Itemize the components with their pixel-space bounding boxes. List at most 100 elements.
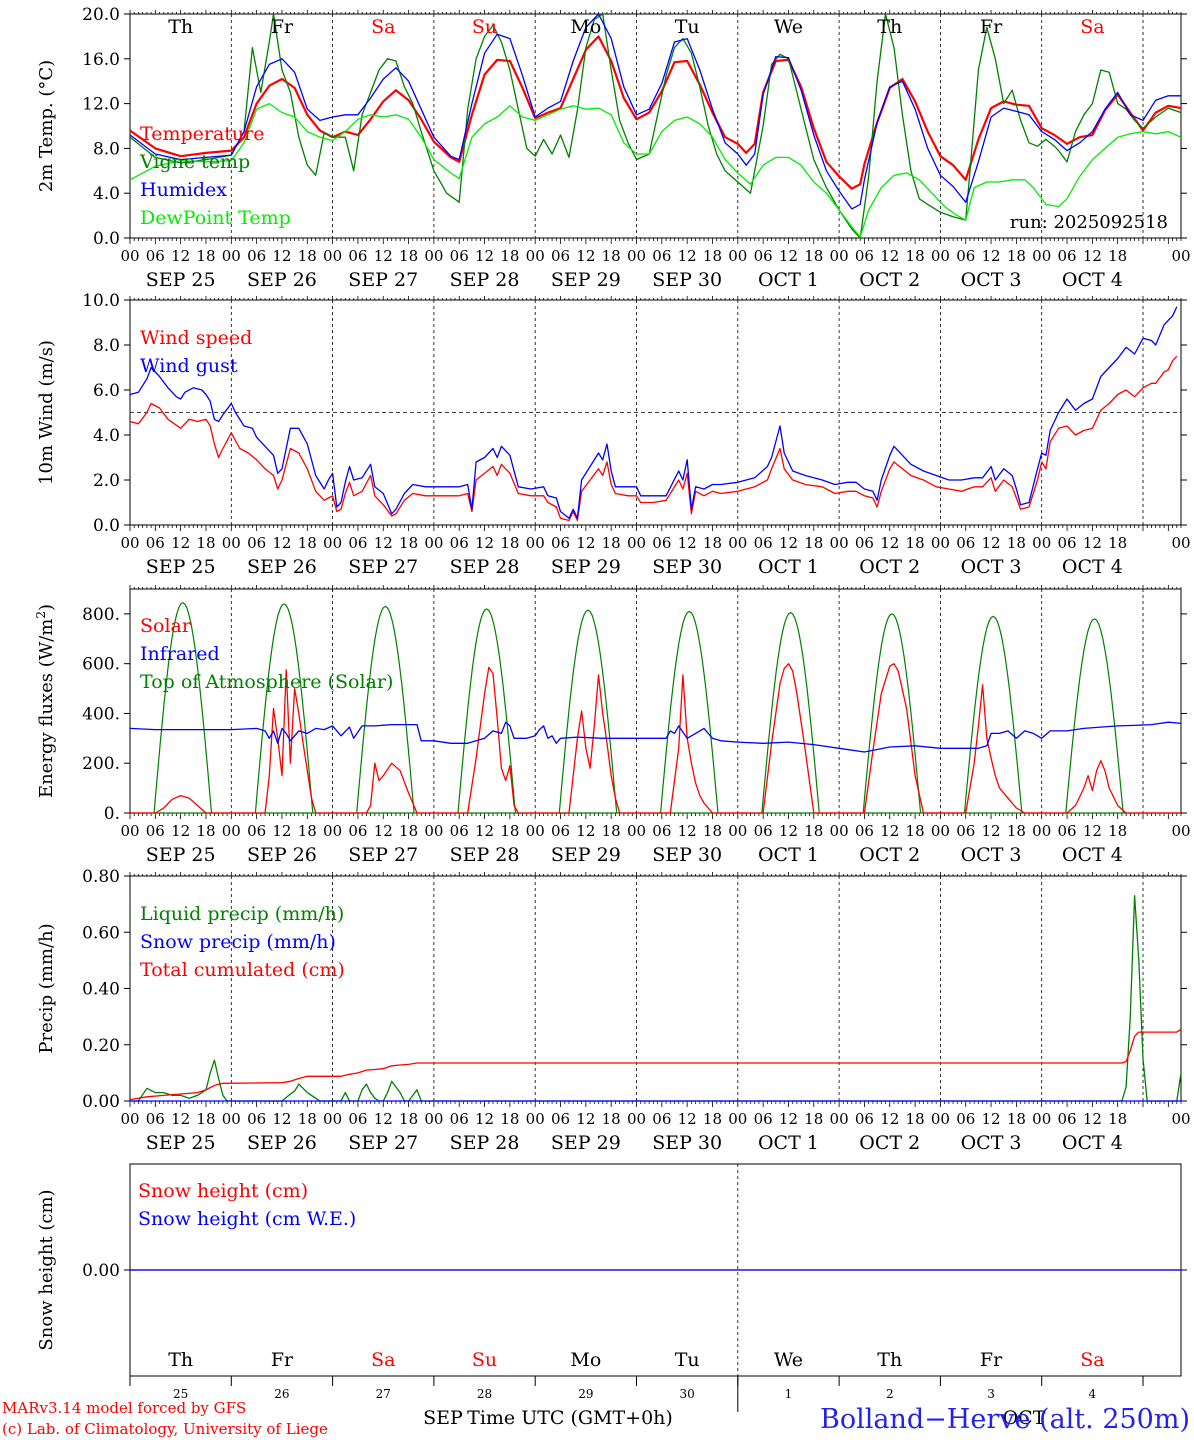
precip-y-axis-label: Precip (mm/h): [36, 923, 57, 1053]
precip-x-hour-label: 06: [551, 1110, 570, 1128]
temp-day-label: Su: [472, 16, 497, 38]
temp-x-date-label: OCT 1: [758, 269, 819, 291]
temp-x-hour-label: 00: [323, 247, 342, 265]
precip-x-hour-label: 18: [500, 1110, 519, 1128]
precip-x-hour-label: 06: [1057, 1110, 1076, 1128]
flux-x-hour-label: 18: [399, 822, 418, 840]
wind-x-hour-label: 00: [728, 534, 747, 552]
temp-x-hour-label: 18: [804, 247, 823, 265]
temp-x-date-label: OCT 3: [961, 269, 1022, 291]
flux-x-hour-label: 00: [1032, 822, 1051, 840]
temp-x-hour-label: 12: [576, 247, 595, 265]
flux-x-hour-label: 12: [374, 822, 393, 840]
flux-x-hour-label: 06: [450, 822, 469, 840]
toa-solar-bell: [862, 613, 922, 814]
snow-day-number: 3: [987, 1387, 995, 1401]
flux-x-date-label: SEP 30: [652, 844, 722, 866]
temp-x-date-label: SEP 26: [247, 269, 317, 291]
wind-x-hour-label: 06: [146, 534, 165, 552]
flux-x-hour-label: 00: [424, 822, 443, 840]
wind-x-hour-label: 06: [855, 534, 874, 552]
temp-x-hour-label: 12: [475, 247, 494, 265]
wind-x-hour-label: 06: [348, 534, 367, 552]
toa-solar-bell: [963, 615, 1023, 814]
location-title: Bolland−Herve (alt. 250m): [820, 1404, 1190, 1435]
precip-series-0: [130, 895, 1182, 1102]
precip-x-hour-label: 12: [678, 1110, 697, 1128]
precip-x-hour-label: 00: [830, 1110, 849, 1128]
wind-x-date-label: SEP 30: [652, 556, 722, 578]
wind-x-hour-label: 00: [323, 534, 342, 552]
temp-x-hour-label: 06: [247, 247, 266, 265]
temp-legend-entry: Temperature: [140, 123, 264, 145]
precip-x-hour-label: 06: [754, 1110, 773, 1128]
flux-x-hour-label: 12: [880, 822, 899, 840]
temp-x-date-label: SEP 27: [348, 269, 418, 291]
temp-x-date-label: SEP 30: [652, 269, 722, 291]
temp-day-label: We: [774, 16, 803, 38]
precip-y-tick-label: 0.40: [82, 980, 120, 1000]
wind-x-hour-label: 18: [602, 534, 621, 552]
wind-x-hour-label: 06: [754, 534, 773, 552]
flux-x-hour-label: 12: [678, 822, 697, 840]
precip-x-hour-label: 06: [652, 1110, 671, 1128]
precip-x-hour-label: 12: [779, 1110, 798, 1128]
flux-legend-entry: Top of Atmosphere (Solar): [140, 671, 393, 693]
toa-solar-bell: [558, 609, 618, 814]
flux-x-date-label: OCT 4: [1062, 844, 1123, 866]
flux-legend-entry: Solar: [140, 615, 192, 637]
credit-line-1: MARv3.14 model forced by GFS: [2, 1399, 246, 1417]
temp-day-label: Th: [877, 16, 902, 38]
precip-x-hour-label: 00: [931, 1110, 950, 1128]
precip-x-hour-label: 18: [1108, 1110, 1127, 1128]
flux-x-hour-label: 00: [526, 822, 545, 840]
temp-x-hour-label: 06: [551, 247, 570, 265]
flux-y-tick-label: 0.: [104, 804, 120, 824]
precip-legend-entry: Liquid precip (mm/h): [140, 903, 344, 925]
flux-x-date-label: SEP 27: [348, 844, 418, 866]
precip-legend-entry: Total cumulated (cm): [140, 959, 345, 981]
flux-x-date-label: SEP 28: [450, 844, 520, 866]
snow-y-tick-label: 0.00: [82, 1261, 120, 1281]
temp-day-label: Mo: [570, 16, 601, 38]
temp-x-hour-label: 12: [272, 247, 291, 265]
precip-y-tick-label: 0.00: [82, 1092, 120, 1112]
snow-day-label: Tu: [675, 1349, 700, 1371]
toa-solar-bell: [660, 610, 719, 814]
temp-x-date-label: OCT 4: [1062, 269, 1123, 291]
temp-x-hour-label: 06: [652, 247, 671, 265]
precip-legend-entry: Snow precip (mm/h): [140, 931, 336, 953]
credit-line-2: (c) Lab. of Climatology, University of L…: [2, 1420, 328, 1438]
snow-day-label: Sa: [371, 1349, 395, 1371]
precip-x-hour-label: 06: [348, 1110, 367, 1128]
temp-series-0: [129, 35, 1182, 190]
precip-y-tick-label: 0.20: [82, 1036, 120, 1056]
snow-day-number: 2: [886, 1387, 894, 1401]
precip-x-hour-label: 12: [374, 1110, 393, 1128]
precip-x-hour-label: 18: [906, 1110, 925, 1128]
temp-x-hour-label: 00: [1171, 247, 1190, 265]
precip-x-hour-label: 00: [424, 1110, 443, 1128]
snow-day-number: 28: [477, 1387, 492, 1401]
y-axis-label-main: Energy fluxes (W/m: [36, 619, 57, 798]
wind-x-hour-label: 12: [779, 534, 798, 552]
temp-legend-entry: Humidex: [140, 179, 227, 201]
temp-x-hour-label: 18: [500, 247, 519, 265]
wind-y-tick-label: 4.0: [93, 426, 120, 446]
temp-x-hour-label: 18: [602, 247, 621, 265]
precip-x-hour-label: 00: [526, 1110, 545, 1128]
flux-x-hour-label: 12: [475, 822, 494, 840]
temp-x-hour-label: 06: [146, 247, 165, 265]
temp-x-date-label: SEP 28: [450, 269, 520, 291]
flux-x-date-label: OCT 1: [758, 844, 819, 866]
wind-x-hour-label: 12: [272, 534, 291, 552]
wind-x-date-label: SEP 26: [247, 556, 317, 578]
y-axis-label-end: ): [36, 604, 57, 611]
temp-x-hour-label: 00: [830, 247, 849, 265]
flux-x-hour-label: 18: [906, 822, 925, 840]
flux-x-hour-label: 06: [652, 822, 671, 840]
flux-y-tick-label: 800.: [82, 605, 120, 625]
temp-y-tick-label: 20.0: [82, 5, 120, 25]
toa-solar-bell: [457, 608, 516, 814]
wind-x-hour-label: 06: [247, 534, 266, 552]
